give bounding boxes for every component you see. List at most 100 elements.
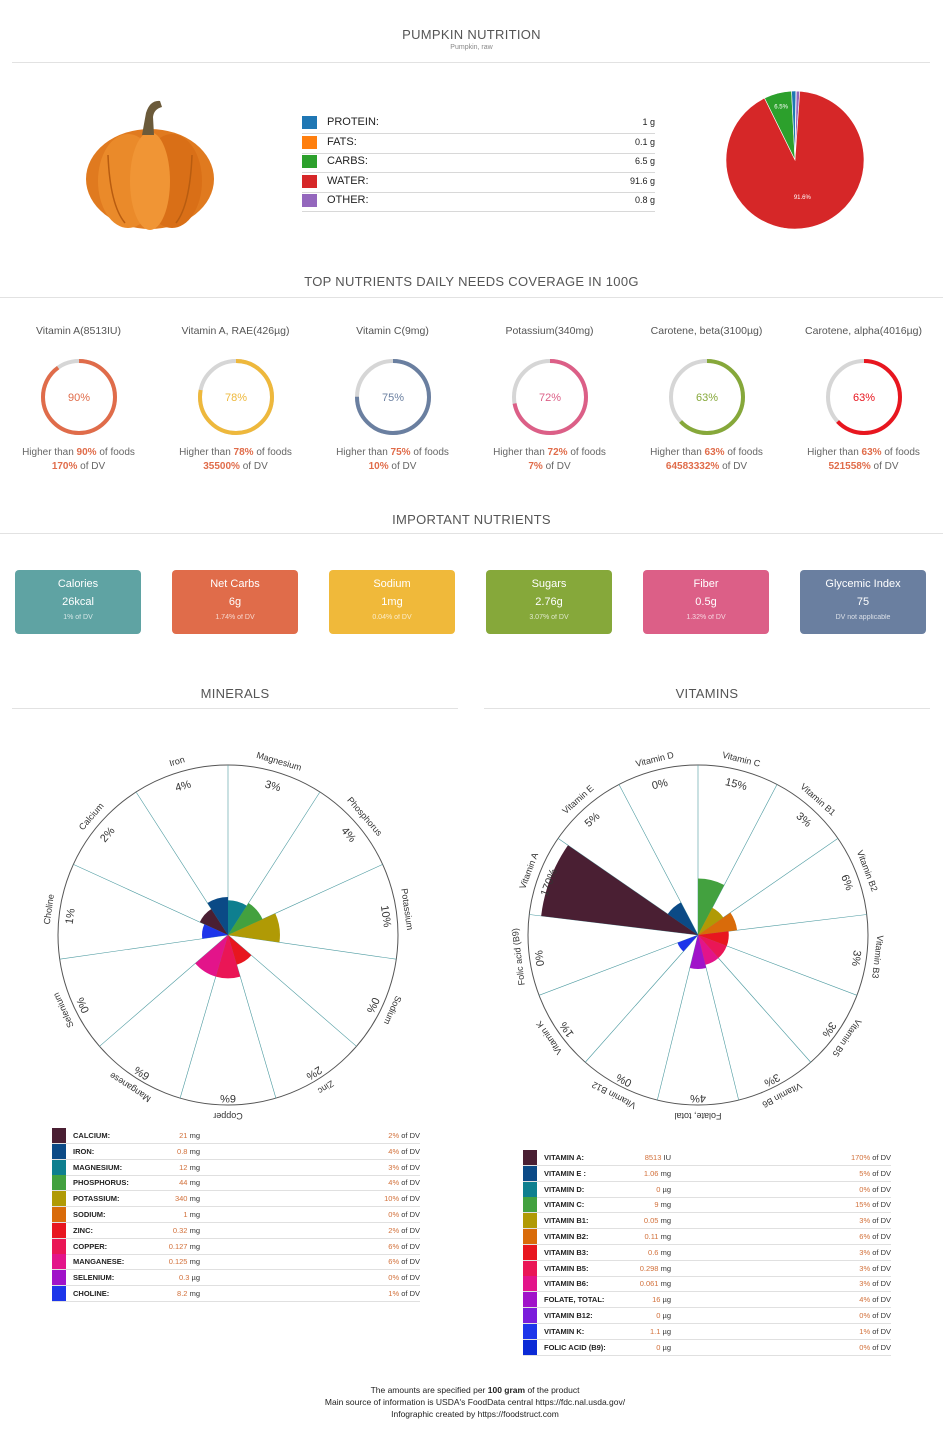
dv-word: of DV — [401, 1194, 420, 1204]
table-row: MANGANESE: 0.125 mg 6% of DV — [52, 1254, 420, 1271]
row-swatch — [52, 1143, 66, 1159]
polar-spoke — [585, 934, 699, 1063]
amount-unit: mg — [189, 1194, 200, 1204]
higher-suffix: of foods — [567, 447, 606, 458]
coverage-higher: Higher than 90% of foods — [0, 447, 157, 458]
ring-progress — [354, 359, 431, 435]
polar-value-label: 1% — [558, 1019, 577, 1039]
dv-value: 7% — [528, 461, 543, 472]
row-swatch — [52, 1286, 66, 1301]
row-name: VITAMIN A: — [544, 1153, 584, 1162]
polar-value-label: 0% — [364, 995, 382, 1015]
amount-unit: mg — [189, 1257, 200, 1267]
dv-percent: 0% — [388, 1210, 400, 1219]
polar-category-label: Vitamin E — [560, 783, 595, 816]
dv-word: of DV — [401, 1210, 420, 1219]
dv-value: 35500% — [203, 461, 240, 472]
amount-value: 0.125 — [168, 1257, 188, 1267]
dv-suffix: of DV — [870, 461, 899, 472]
nutrient-card: Calories 26kcal 1% of DV — [15, 570, 141, 634]
divider — [12, 62, 930, 63]
coverage-name: Vitamin A(8513IU) — [35, 325, 121, 337]
dv-percent: 170% — [850, 1153, 871, 1162]
card-value: 26kcal — [62, 596, 94, 608]
vitamins-title: VITAMINS — [675, 686, 739, 701]
amount-value: 1.06 — [643, 1168, 659, 1178]
polar-wedge — [199, 908, 228, 935]
row-amount: 1 mg — [152, 1210, 200, 1219]
amount-unit: mg — [189, 1225, 200, 1235]
row-swatch — [523, 1323, 537, 1339]
coverage-item: Vitamin A(8513IU) 90% Higher than 90% of f… — [0, 325, 157, 472]
polar-wedge — [541, 845, 698, 935]
row-swatch — [523, 1308, 537, 1323]
row-dv: 6% of DV — [859, 1232, 891, 1241]
row-name: VITAMIN K: — [544, 1326, 585, 1336]
higher-value: 63% — [704, 447, 725, 458]
row-amount: 16 µg — [623, 1295, 671, 1304]
polar-value-label: 0% — [614, 1071, 634, 1089]
dv-percent: 6% — [859, 1232, 871, 1241]
polar-wedge — [228, 900, 247, 935]
polar-category-label: Vitamin C — [721, 750, 762, 769]
amount-value: 21 — [179, 1131, 188, 1140]
amount-unit: µg — [662, 1184, 672, 1194]
card-title: Sugars — [531, 578, 567, 590]
macro-value: 0.8 g — [634, 195, 655, 205]
ring-percent: 90% — [67, 392, 89, 404]
higher-value: 78% — [233, 447, 254, 458]
dv-word: of DV — [872, 1326, 891, 1336]
table-row: VITAMIN A: 8513 IU 170% of DV — [523, 1150, 891, 1166]
row-amount: 21 mg — [152, 1131, 200, 1140]
polar-wedge — [228, 913, 280, 943]
polar-spoke — [73, 864, 229, 936]
dv-value: 521558% — [828, 461, 871, 472]
amount-value: 8.2 — [177, 1289, 188, 1298]
dv-percent: 4% — [388, 1178, 400, 1188]
row-swatch — [52, 1222, 66, 1238]
row-amount: 0.061 mg — [623, 1279, 671, 1288]
amount-value: 9 — [654, 1200, 659, 1210]
macro-swatch — [302, 155, 317, 168]
ring-percent: 78% — [224, 392, 246, 404]
polar-wedge — [195, 935, 228, 977]
dv-value: 170% — [51, 461, 78, 472]
row-name: VITAMIN B2: — [544, 1232, 589, 1241]
polar-value-label: 10% — [378, 905, 393, 929]
table-row: FOLATE, TOTAL: 16 µg 4% of DV — [523, 1292, 891, 1309]
row-swatch — [52, 1175, 66, 1191]
row-swatch — [52, 1238, 66, 1254]
dv-word: of DV — [872, 1279, 891, 1289]
card-sub: 3.07% of DV — [529, 614, 569, 621]
row-swatch — [52, 1207, 66, 1222]
dv-word: of DV — [401, 1273, 420, 1283]
dv-value: 10% — [368, 461, 389, 472]
row-name: VITAMIN B12: — [544, 1311, 593, 1320]
row-dv: 5% of DV — [859, 1169, 891, 1178]
nutrient-card: Fiber 0.5g 1.32% of DV — [643, 570, 769, 634]
coverage-ring: 63% — [668, 359, 745, 435]
table-row: VITAMIN D: 0 µg 0% of DV — [523, 1181, 891, 1198]
polar-value-label: 0% — [533, 949, 547, 966]
macro-label: PROTEIN: — [327, 116, 379, 128]
row-amount: 0 µg — [623, 1343, 671, 1352]
row-swatch — [52, 1254, 66, 1270]
table-row: CHOLINE: 8.2 mg 1% of DV — [52, 1286, 420, 1302]
dv-suffix: of DV — [77, 461, 106, 472]
row-name: VITAMIN C: — [544, 1200, 585, 1210]
dv-word: of DV — [872, 1342, 891, 1352]
dv-percent: 6% — [388, 1257, 400, 1267]
polar-category-label: Magnesium — [255, 750, 302, 773]
polar-value-label: 0% — [651, 777, 670, 793]
amount-unit: mg — [660, 1232, 671, 1241]
coverage-ring: 63% — [825, 359, 902, 435]
row-amount: 0 µg — [623, 1311, 671, 1320]
polar-wedge — [698, 931, 729, 946]
dv-word: of DV — [872, 1184, 891, 1194]
macro-value: 91.6 g — [629, 175, 655, 186]
dv-word: of DV — [401, 1131, 420, 1140]
coverage-dv: 521558% of DV — [785, 461, 942, 472]
row-amount: 8.2 mg — [152, 1289, 200, 1298]
table-row: SODIUM: 1 mg 0% of DV — [52, 1207, 420, 1223]
amount-value: 1 — [183, 1210, 188, 1219]
